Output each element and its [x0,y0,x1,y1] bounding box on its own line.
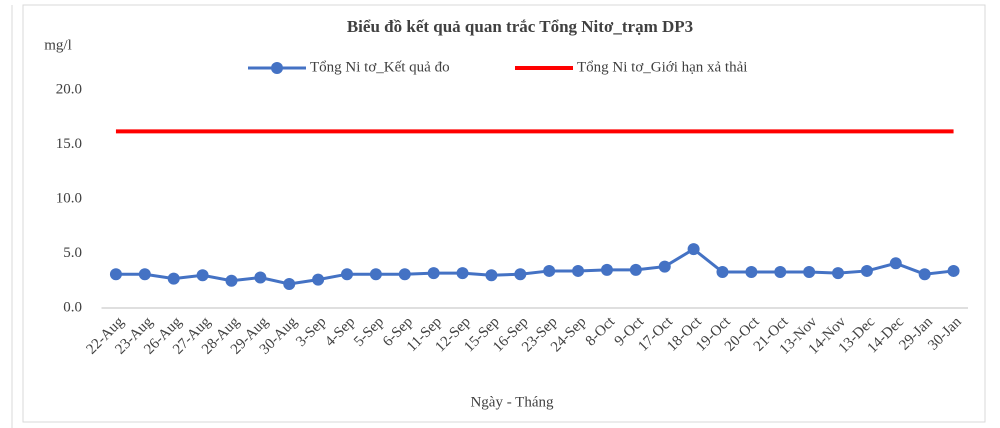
data-point [341,268,354,281]
y-tick-label: 10.0 [56,190,82,206]
data-point [860,264,873,277]
data-point [889,257,902,270]
data-point [716,266,729,279]
data-point [543,264,556,277]
data-point [832,267,845,280]
data-point [109,268,122,281]
data-point [369,268,382,281]
data-point [427,267,440,280]
data-point [774,266,787,279]
legend-marker [271,62,283,74]
data-point [485,269,498,282]
y-tick-label: 15.0 [56,136,82,152]
data-point [225,274,238,287]
data-point [803,266,816,279]
data-point [398,268,411,281]
data-point [600,263,613,276]
legend-label: Tổng Ni tơ_Giới hạn xả thải [577,59,747,75]
data-point [629,263,642,276]
data-point [196,269,209,282]
data-point [514,268,527,281]
chart-title: Biểu đồ kết quả quan trắc Tổng Nitơ_trạm… [347,17,693,36]
y-tick-label: 0.0 [63,299,82,315]
data-point [658,260,671,273]
x-axis-label: Ngày - Tháng [470,394,554,410]
data-point [918,268,931,281]
data-point [138,268,151,281]
y-axis-label: mg/l [44,37,72,53]
data-point [947,264,960,277]
data-point [167,272,180,285]
chart-border [22,4,986,423]
data-point [254,271,267,284]
data-point [687,243,700,256]
y-tick-label: 5.0 [63,245,82,261]
data-point [283,278,296,291]
data-point [312,273,325,286]
legend-label: Tổng Ni tơ_Kết quả đo [310,59,450,75]
data-point [745,266,758,279]
y-tick-label: 20.0 [56,81,82,97]
data-point [456,267,469,280]
data-point [572,264,585,277]
